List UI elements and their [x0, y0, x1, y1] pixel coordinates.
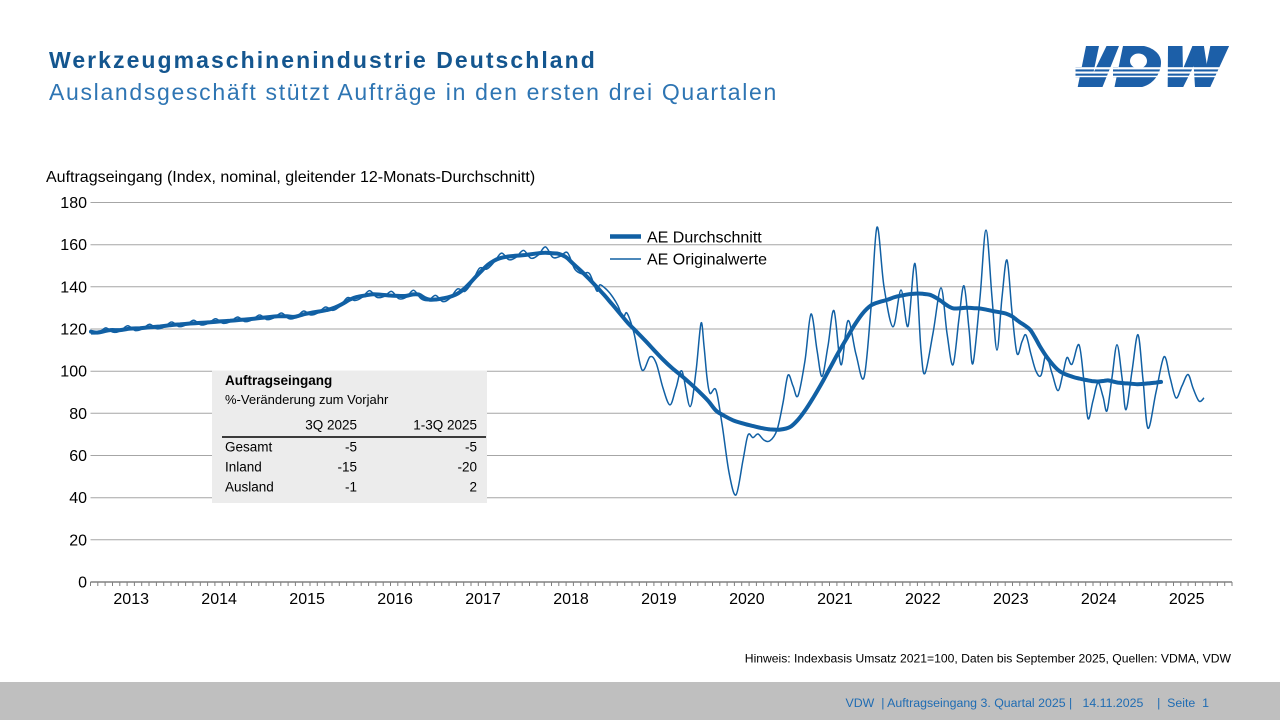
- svg-text:AE Durchschnitt: AE Durchschnitt: [647, 230, 762, 247]
- svg-text:-5: -5: [465, 440, 477, 455]
- svg-text:2023: 2023: [993, 591, 1029, 608]
- svg-text:-15: -15: [337, 460, 357, 475]
- svg-text:2: 2: [469, 480, 477, 495]
- svg-text:20: 20: [69, 532, 87, 549]
- svg-text:180: 180: [60, 195, 87, 212]
- svg-text:2015: 2015: [289, 591, 325, 608]
- svg-text:Inland: Inland: [225, 460, 262, 475]
- svg-text:120: 120: [60, 322, 87, 339]
- svg-text:80: 80: [69, 406, 87, 423]
- svg-text:AE Originalwerte: AE Originalwerte: [647, 252, 767, 269]
- svg-text:3Q 2025: 3Q 2025: [305, 418, 357, 433]
- svg-text:40: 40: [69, 490, 87, 507]
- svg-text:2014: 2014: [201, 591, 237, 608]
- svg-text:Hinweis: Indexbasis Umsatz 202: Hinweis: Indexbasis Umsatz 2021=100, Dat…: [745, 652, 1232, 666]
- svg-text:2022: 2022: [905, 591, 941, 608]
- svg-text:60: 60: [69, 448, 87, 465]
- svg-text:2024: 2024: [1081, 591, 1117, 608]
- svg-text:0: 0: [78, 575, 87, 592]
- svg-text:Auftragseingang: Auftragseingang: [225, 373, 332, 388]
- svg-text:2019: 2019: [641, 591, 677, 608]
- svg-text:140: 140: [60, 279, 87, 296]
- svg-text:2013: 2013: [113, 591, 149, 608]
- svg-text:-5: -5: [345, 440, 357, 455]
- svg-text:2017: 2017: [465, 591, 501, 608]
- svg-text:2020: 2020: [729, 591, 765, 608]
- svg-text:Gesamt: Gesamt: [225, 440, 273, 455]
- svg-text:2018: 2018: [553, 591, 589, 608]
- svg-text:2025: 2025: [1169, 591, 1205, 608]
- svg-text:2016: 2016: [377, 591, 413, 608]
- svg-text:160: 160: [60, 237, 87, 254]
- svg-text:%-Veränderung zum Vorjahr: %-Veränderung zum Vorjahr: [225, 392, 389, 407]
- svg-text:2021: 2021: [817, 591, 853, 608]
- svg-text:Auftragseingang (Index, nomina: Auftragseingang (Index, nominal, gleiten…: [46, 169, 535, 186]
- svg-text:-1: -1: [345, 480, 357, 495]
- svg-text:-20: -20: [457, 460, 477, 475]
- svg-text:1-3Q 2025: 1-3Q 2025: [413, 418, 477, 433]
- svg-text:Ausland: Ausland: [225, 480, 274, 495]
- svg-text:100: 100: [60, 364, 87, 381]
